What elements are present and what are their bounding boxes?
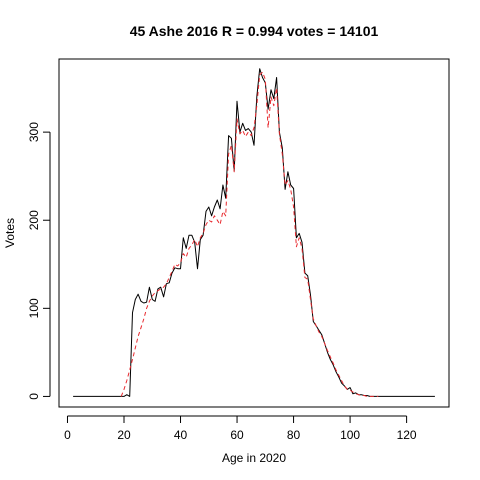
x-tick-label: 60 (230, 428, 244, 442)
x-tick-label: 0 (64, 428, 71, 442)
series-layer (73, 68, 435, 397)
x-tick-label: 20 (117, 428, 131, 442)
y-tick-label: 0 (27, 393, 41, 400)
y-axis-label: Votes (3, 218, 17, 248)
plot-frame (58, 58, 450, 408)
x-tick-label: 80 (287, 428, 301, 442)
x-tick-label: 40 (174, 428, 188, 442)
x-tick-label: 120 (397, 428, 417, 442)
series-line-solid (73, 68, 435, 397)
y-tick-label: 200 (27, 210, 41, 230)
series-line-dashed (120, 71, 379, 397)
x-axis: 0 20 40 60 80 100 120 (64, 415, 417, 442)
y-tick-label: 100 (27, 298, 41, 318)
y-tick-label: 300 (27, 122, 41, 142)
x-tick-label: 100 (340, 428, 360, 442)
y-axis: 0 100 200 300 (27, 122, 51, 400)
chart-title: 45 Ashe 2016 R = 0.994 votes = 14101 (130, 23, 379, 39)
x-axis-label: Age in 2020 (222, 451, 286, 465)
